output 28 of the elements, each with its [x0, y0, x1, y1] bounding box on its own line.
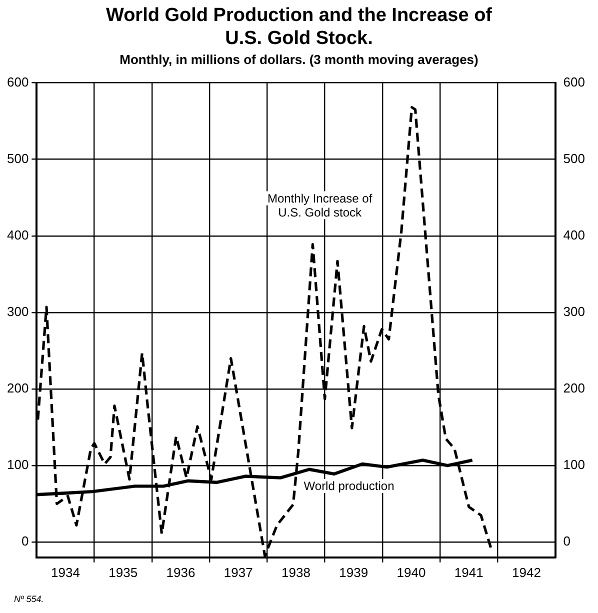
y2-tick-label: 100	[563, 457, 586, 472]
chart-subtitle: Monthly, in millions of dollars. (3 month moving averages)	[118, 52, 480, 67]
y-tick-label: 400	[6, 227, 29, 242]
x-tick-label: 1937	[224, 564, 253, 580]
chart-title: World Gold Production and the Increase of U.S. Gold Stock.	[104, 4, 493, 50]
x-tick-label: 1940	[396, 564, 426, 580]
y2-tick-label: 600	[563, 74, 586, 90]
y-tick-label: 100	[6, 457, 29, 472]
series-label: World production	[304, 478, 394, 493]
y2-tick-label: 300	[563, 304, 586, 320]
x-tick-label: 1942	[512, 564, 541, 580]
y2-tick-label: 0	[563, 534, 571, 549]
y2-tick-label: 200	[563, 380, 586, 396]
text: Monthly Increase of U.S. Gold stock	[267, 191, 373, 220]
y2-tick-label: 400	[563, 227, 586, 242]
text: Nº 554.	[14, 594, 44, 604]
y2-tick-label: 500	[563, 150, 586, 166]
y-tick-label: 600	[6, 74, 29, 90]
x-tick-label: 1934	[51, 564, 80, 580]
x-tick-label: 1938	[282, 564, 310, 580]
y-tick-label: 300	[6, 304, 29, 320]
x-tick-label: 1939	[339, 564, 368, 580]
y-tick-label: 500	[6, 150, 29, 166]
y-tick-label: 200	[6, 380, 29, 396]
x-tick-label: 1941	[454, 564, 484, 580]
x-tick-label: 1935	[108, 564, 138, 580]
y-tick-label: 0	[21, 534, 29, 549]
x-tick-label: 1936	[166, 564, 196, 580]
